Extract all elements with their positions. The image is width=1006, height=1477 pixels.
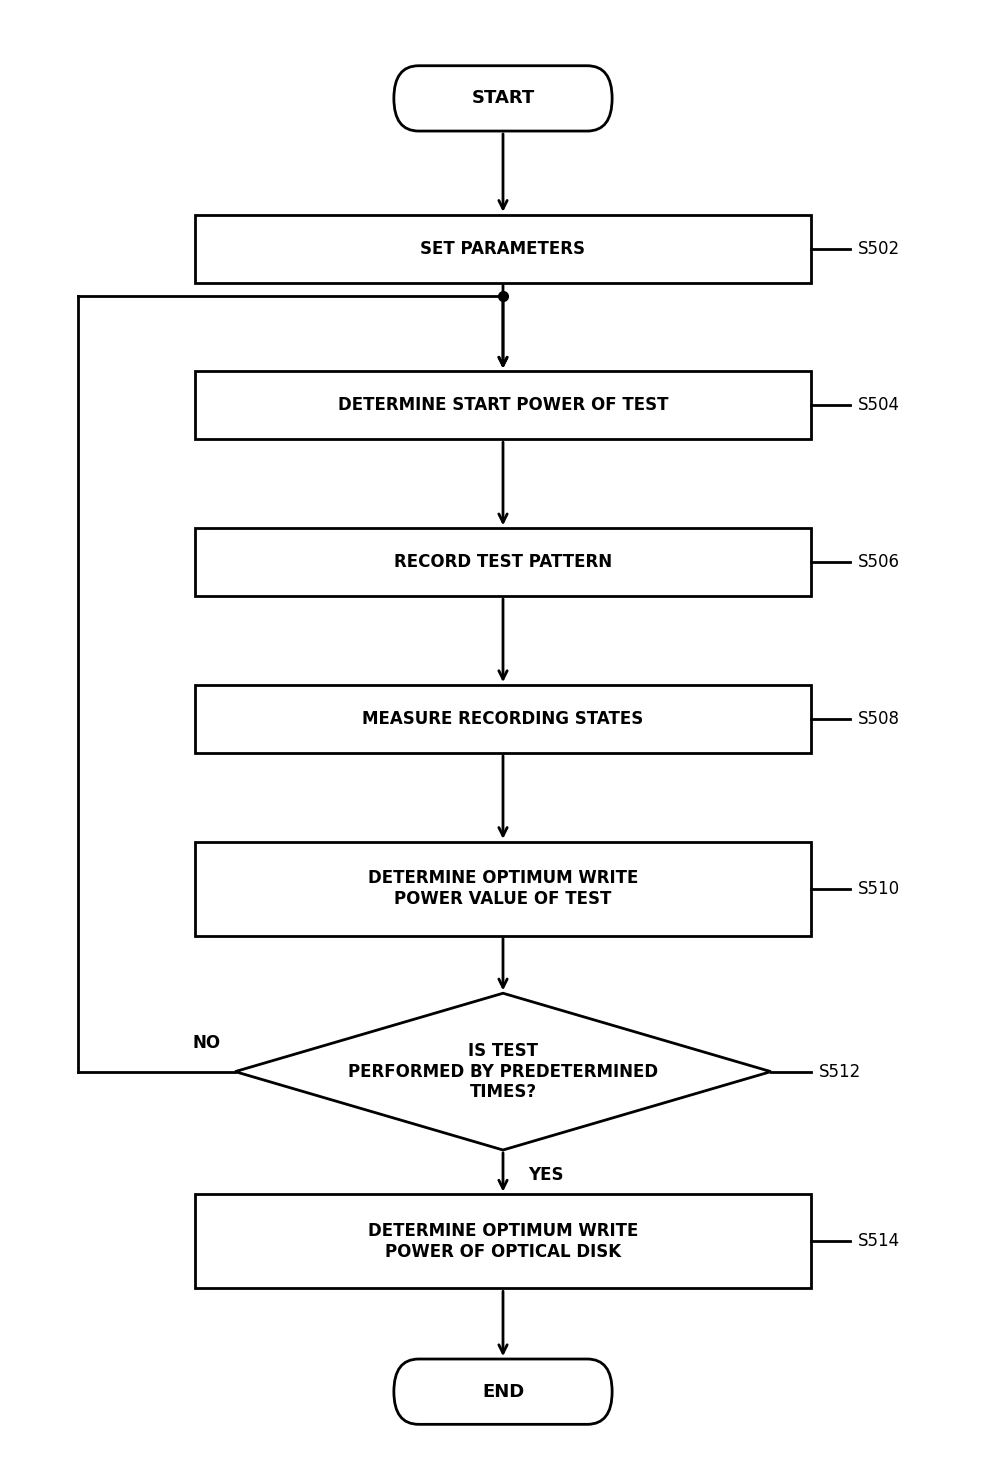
Text: S512: S512 [819,1062,861,1081]
Text: S510: S510 [858,880,900,898]
Text: YES: YES [528,1165,563,1183]
FancyBboxPatch shape [394,1359,612,1424]
Text: NO: NO [192,1034,220,1052]
Text: S508: S508 [858,710,900,728]
Bar [195,529,811,597]
Text: END: END [482,1382,524,1400]
Text: START: START [472,90,534,108]
Bar [195,1195,811,1288]
Bar [195,371,811,439]
Bar [195,685,811,753]
Text: DETERMINE OPTIMUM WRITE
POWER VALUE OF TEST: DETERMINE OPTIMUM WRITE POWER VALUE OF T… [368,870,638,908]
Text: S504: S504 [858,396,900,415]
Text: S502: S502 [858,239,900,257]
Text: DETERMINE OPTIMUM WRITE
POWER OF OPTICAL DISK: DETERMINE OPTIMUM WRITE POWER OF OPTICAL… [368,1221,638,1261]
Text: S506: S506 [858,554,900,572]
Text: S514: S514 [858,1232,900,1251]
FancyBboxPatch shape [394,66,612,131]
Text: IS TEST
PERFORMED BY PREDETERMINED
TIMES?: IS TEST PERFORMED BY PREDETERMINED TIMES… [348,1041,658,1102]
Polygon shape [235,993,771,1151]
Text: SET PARAMETERS: SET PARAMETERS [421,239,585,257]
Bar [195,214,811,282]
Bar [195,842,811,936]
Text: DETERMINE START POWER OF TEST: DETERMINE START POWER OF TEST [338,396,668,415]
Text: MEASURE RECORDING STATES: MEASURE RECORDING STATES [362,710,644,728]
Text: RECORD TEST PATTERN: RECORD TEST PATTERN [394,554,612,572]
